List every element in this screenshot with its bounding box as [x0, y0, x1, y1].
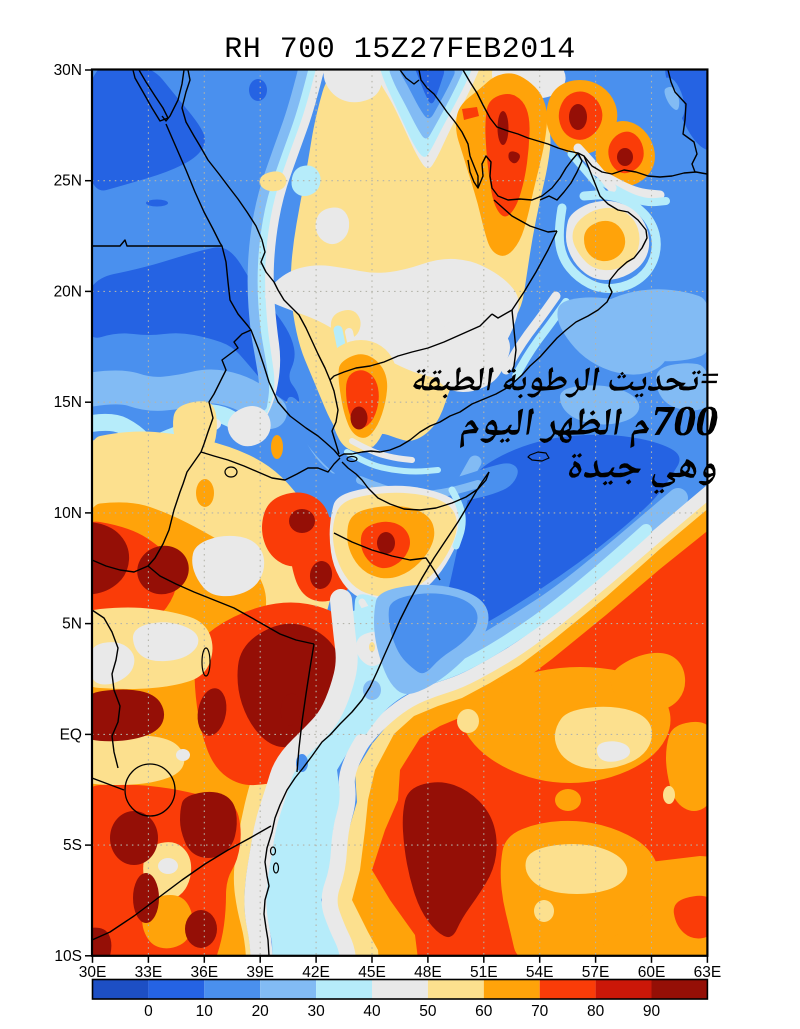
svg-text:70: 70 [531, 1003, 549, 1020]
svg-text:0: 0 [144, 1003, 153, 1020]
svg-text:10S: 10S [54, 948, 82, 965]
svg-text:39E: 39E [246, 964, 274, 981]
svg-text:5S: 5S [63, 837, 82, 854]
svg-text:80: 80 [587, 1003, 605, 1020]
svg-text:45E: 45E [358, 964, 386, 981]
svg-text:33E: 33E [135, 964, 163, 981]
svg-text:57E: 57E [582, 964, 610, 981]
svg-text:50: 50 [419, 1003, 437, 1020]
svg-text:40: 40 [363, 1003, 381, 1020]
svg-text:42E: 42E [302, 964, 330, 981]
svg-text:15N: 15N [54, 394, 82, 411]
svg-text:90: 90 [643, 1003, 661, 1020]
svg-text:25N: 25N [54, 173, 82, 190]
svg-text:RH 700 15Z27FEB2014: RH 700 15Z27FEB2014 [224, 33, 576, 67]
svg-text:30N: 30N [54, 62, 82, 79]
svg-text:54E: 54E [526, 964, 554, 981]
svg-text:36E: 36E [191, 964, 219, 981]
svg-text:60E: 60E [638, 964, 666, 981]
svg-text:20: 20 [252, 1003, 270, 1020]
svg-text:48E: 48E [414, 964, 442, 981]
svg-text:51E: 51E [470, 964, 498, 981]
svg-text:30: 30 [307, 1003, 325, 1020]
svg-text:5N: 5N [62, 616, 82, 633]
svg-text:20N: 20N [54, 283, 82, 300]
svg-text:10N: 10N [54, 505, 82, 522]
svg-text:30E: 30E [79, 964, 107, 981]
svg-text:10: 10 [196, 1003, 214, 1020]
svg-text:60: 60 [475, 1003, 493, 1020]
svg-text:EQ: EQ [60, 726, 82, 743]
svg-text:63E: 63E [694, 964, 722, 981]
